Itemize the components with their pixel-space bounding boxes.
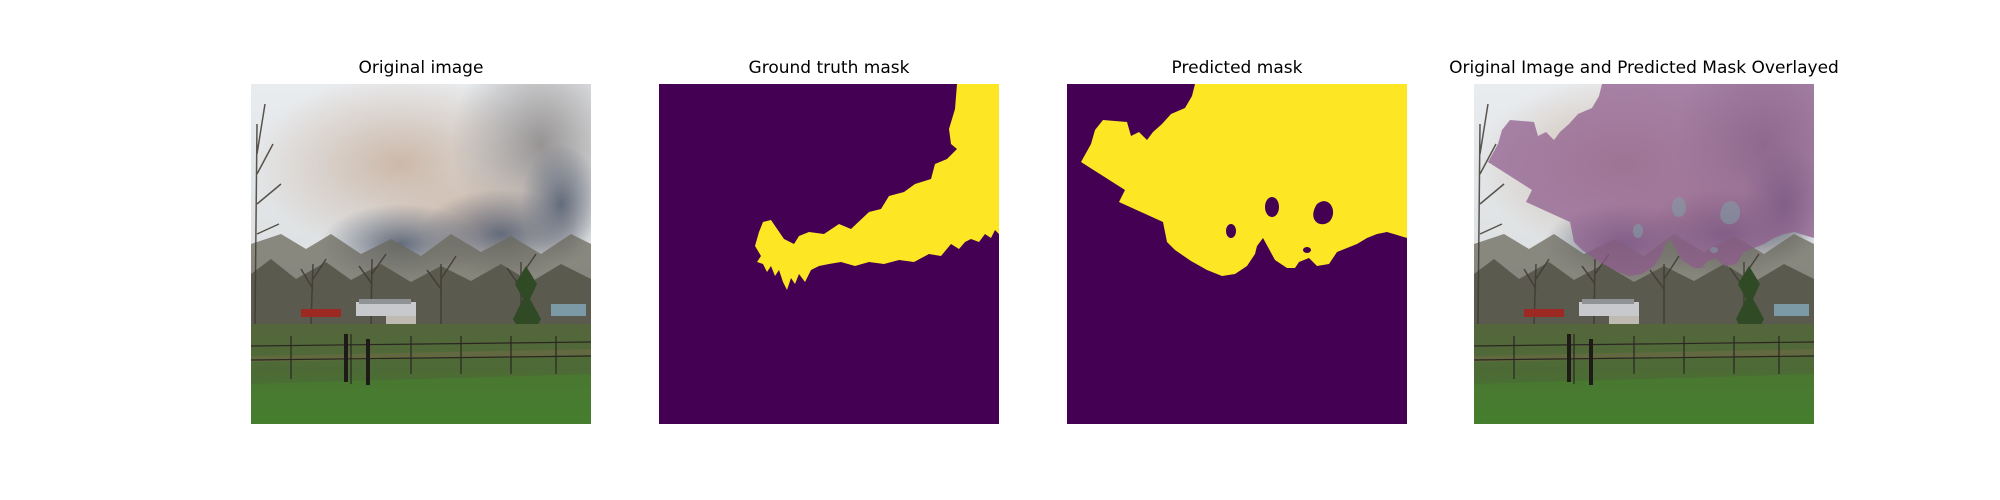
overlay-image [1474,84,1814,424]
panel-ground-truth-mask: Ground truth mask [659,0,999,500]
panel-title-original: Original image [358,58,484,78]
panel-predicted-mask: Predicted mask [1067,0,1407,500]
panel-title-predicted: Predicted mask [1171,58,1303,78]
panel-overlay: Original Image and Predicted Mask Overla… [1449,0,1839,500]
original-image [251,84,591,424]
panel-title-ground-truth: Ground truth mask [748,58,910,78]
ground-truth-mask-image [659,84,999,424]
panel-original-image: Original image [251,0,591,500]
predicted-mask-image [1067,84,1407,424]
panel-title-overlay: Original Image and Predicted Mask Overla… [1449,58,1839,78]
